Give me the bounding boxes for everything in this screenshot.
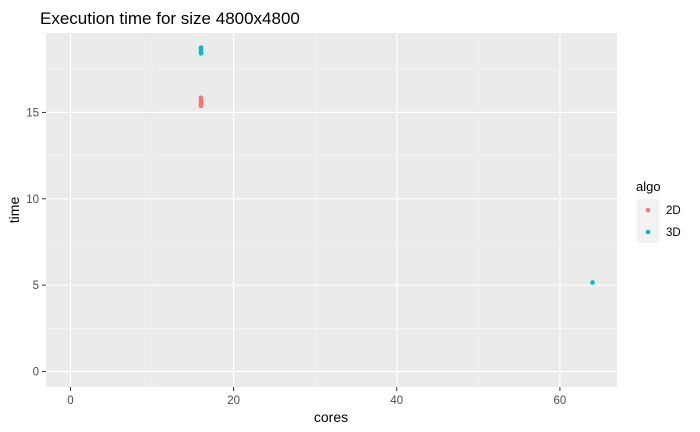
y-tick-label: 5	[33, 280, 39, 292]
axis-ticks	[42, 111, 561, 391]
x-tick-label: 60	[554, 395, 567, 407]
point-3d	[590, 280, 595, 285]
data-points	[198, 45, 595, 285]
x-tick-label: 20	[227, 395, 240, 407]
y-tick-label: 0	[33, 366, 39, 378]
legend-title: algo	[636, 179, 661, 194]
major-gridlines	[46, 33, 617, 387]
x-axis-title: cores	[314, 409, 348, 425]
x-tick-label: 40	[390, 395, 403, 407]
plot-panel	[46, 33, 617, 387]
legend-entries: 2D 3D	[637, 199, 681, 243]
tick-labels: 0 20 40 60 0 5 10 15	[26, 107, 566, 407]
x-tick-label: 0	[67, 395, 73, 407]
chart-title: Execution time for size 4800x4800	[40, 9, 300, 28]
legend: algo 2D 3D	[636, 179, 681, 243]
point-2d	[198, 103, 204, 109]
minor-gridlines	[46, 33, 617, 387]
point-3d	[198, 51, 204, 56]
y-tick-label: 15	[26, 107, 39, 119]
y-tick-label: 10	[26, 194, 39, 206]
legend-key-symbol	[645, 207, 651, 213]
legend-label-3d: 3D	[666, 227, 681, 239]
legend-key-symbol	[645, 229, 651, 235]
legend-label-2d: 2D	[666, 205, 681, 217]
y-axis-title: time	[6, 197, 22, 224]
